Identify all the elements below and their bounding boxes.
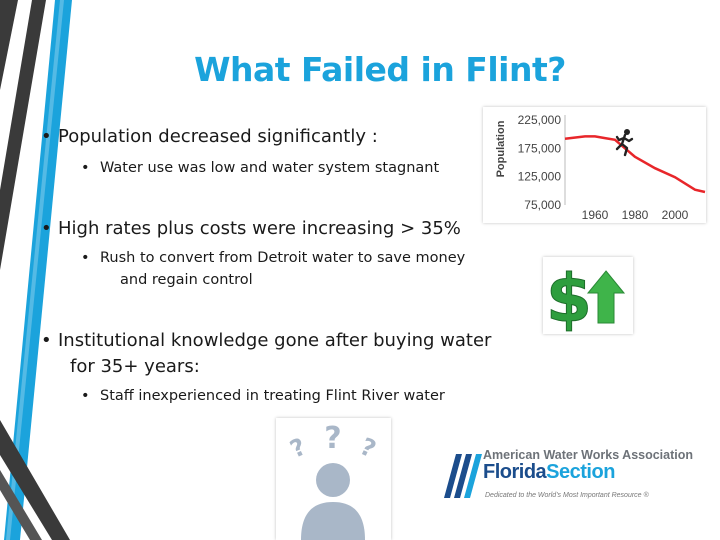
dollar-up-arrow-icon: $ (546, 260, 626, 338)
bullet-water-use: • Water use was low and water system sta… (81, 160, 440, 176)
confused-person-image: ? ? ? (276, 418, 391, 540)
bullet-population: • Population decreased significantly : (41, 126, 378, 147)
y-tick-label: 125,000 (518, 170, 562, 184)
awwa-name: American Water Works Association (483, 448, 694, 462)
bullet-detroit-conversion-cont: and regain control (120, 272, 253, 288)
y-tick-label: 175,000 (518, 141, 562, 155)
awwa-logo-mark (444, 454, 482, 498)
bullet-rates: • High rates plus costs were increasing … (41, 218, 461, 239)
bullet-knowledge: • Institutional knowledge gone after buy… (41, 330, 492, 351)
bullet-detroit-conversion: • Rush to convert from Detroit water to … (81, 250, 466, 266)
population-series-line (564, 135, 706, 194)
awwa-section-name: FloridaSection (483, 461, 615, 483)
running-person-icon (615, 129, 634, 157)
awwa-florida-section-logo: American Water Works Association Florida… (440, 444, 693, 506)
decorative-bars (0, 0, 72, 540)
svg-text:?: ? (286, 432, 310, 463)
x-tick-label: 1960 (582, 208, 609, 222)
y-tick-label: 75,000 (524, 198, 561, 212)
slide-title: What Failed in Flint? (194, 50, 566, 89)
y-axis-label: Population (495, 120, 507, 177)
population-chart: Population 225,000 175,000 125,000 75,000 1… (495, 113, 706, 222)
awwa-tagline: Dedicated to the World's Most Important … (485, 492, 649, 499)
population-chart-card: Population 225,000 175,000 125,000 75,000 1… (483, 107, 706, 223)
confused-person-icon: ? ? ? (286, 421, 380, 540)
svg-text:$: $ (546, 260, 592, 334)
money-increase-image: $ (543, 257, 633, 338)
bullet-staff: • Staff inexperienced in treating Flint … (81, 388, 445, 404)
y-tick-label: 225,000 (518, 113, 562, 127)
svg-text:?: ? (356, 432, 380, 463)
x-tick-label: 2000 (662, 208, 689, 222)
bullet-knowledge-cont: for 35+ years: (70, 356, 200, 377)
x-tick-label: 1980 (622, 208, 649, 222)
svg-text:?: ? (324, 421, 341, 456)
